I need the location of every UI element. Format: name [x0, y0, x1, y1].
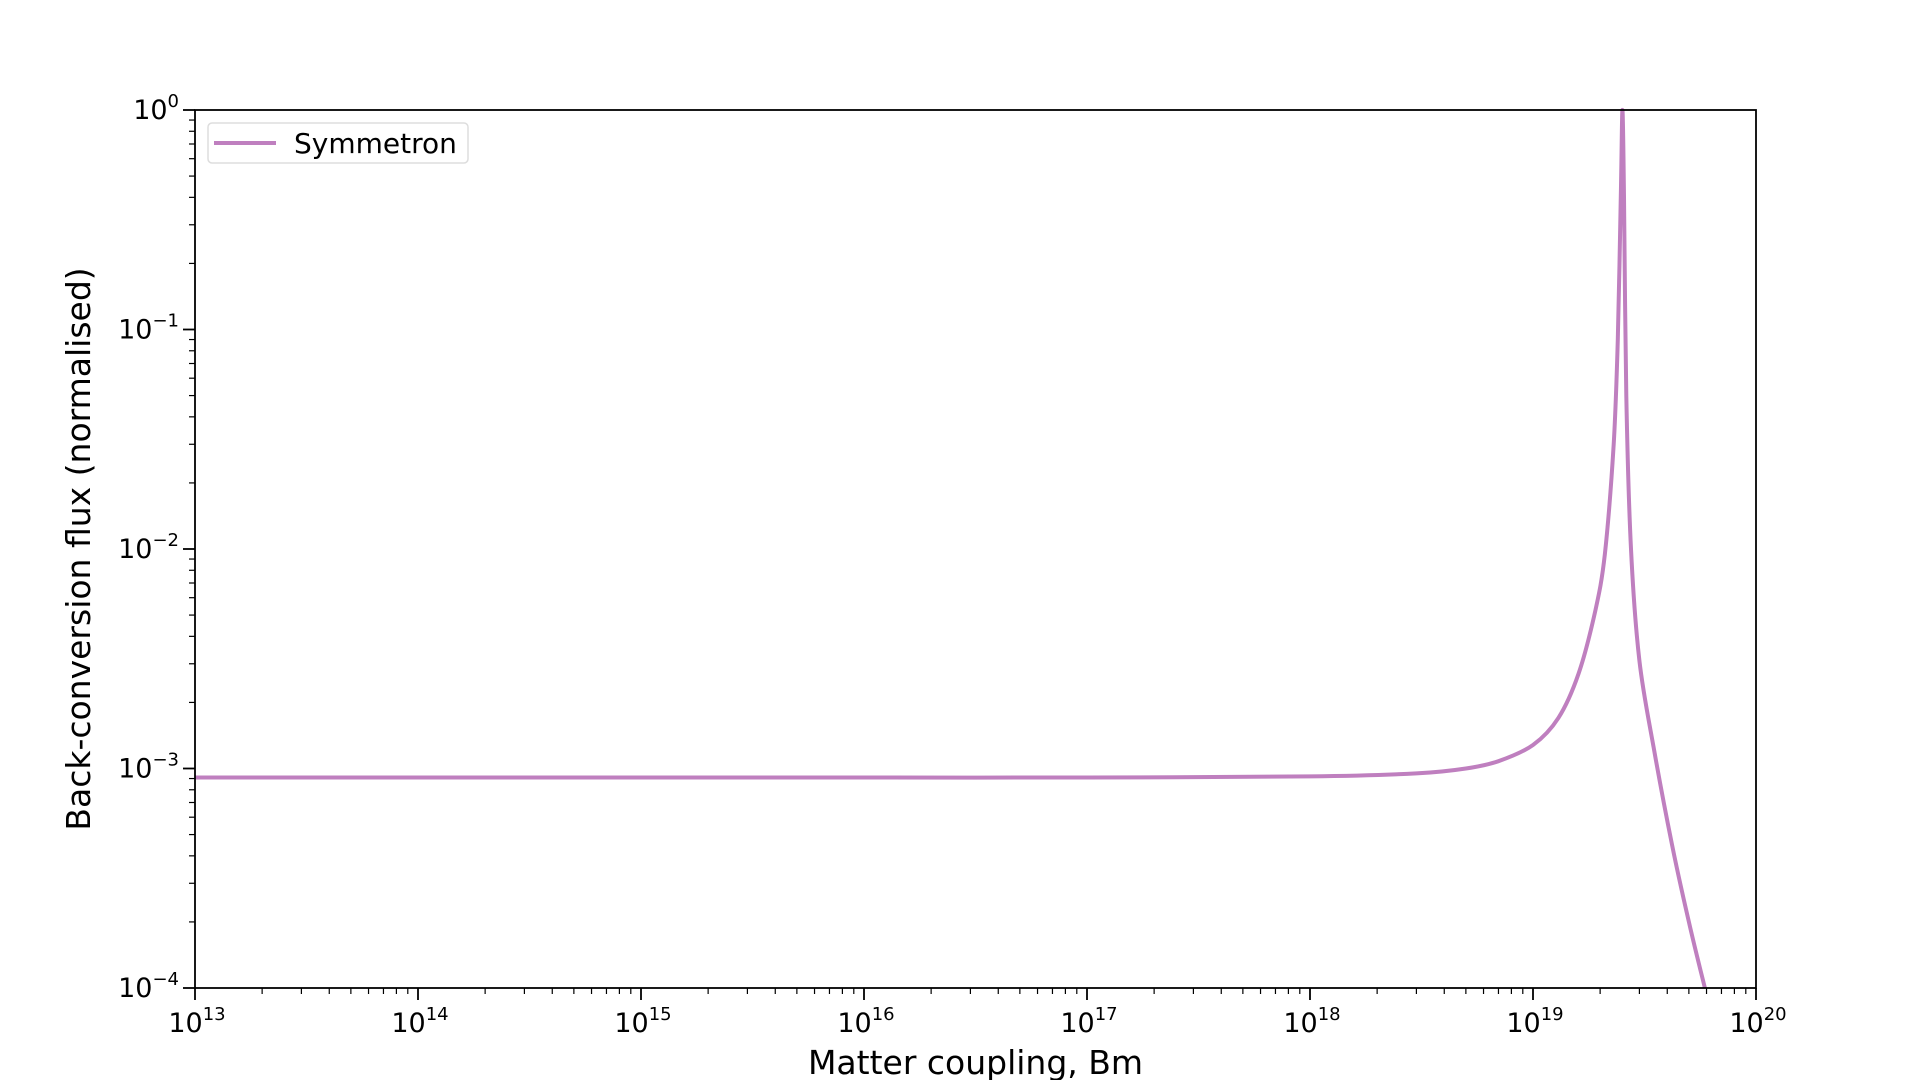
x-tick-label: 1015	[614, 1004, 671, 1039]
y-tick-labels: 10−4 10−3 10−2 10−1 100	[118, 91, 179, 1004]
y-axis-label: Back-conversion flux (normalised)	[59, 267, 98, 830]
minor-ticks	[189, 119, 1747, 994]
x-axis-label: Matter coupling, Bm	[808, 1043, 1143, 1080]
x-tick-label: 1016	[837, 1004, 894, 1039]
y-tick-label: 10−1	[118, 311, 179, 346]
x-tick-label: 1014	[391, 1004, 448, 1039]
legend: Symmetron	[207, 122, 469, 164]
x-tick-label: 1018	[1283, 1004, 1340, 1039]
y-tick-label: 10−4	[118, 969, 179, 1004]
x-tick-label: 1019	[1506, 1004, 1563, 1039]
plot-frame	[194, 109, 1757, 989]
y-tick-label: 10−2	[118, 530, 179, 565]
x-tick-label: 1020	[1729, 1004, 1786, 1039]
x-tick-label: 1017	[1060, 1004, 1117, 1039]
major-ticks	[183, 109, 1757, 1000]
y-tick-label: 100	[133, 91, 179, 126]
series-line	[195, 107, 1707, 989]
series-lines	[195, 107, 1707, 989]
legend-box	[207, 122, 469, 164]
legend-entry: Symmetron	[294, 127, 457, 160]
x-tick-label: 1013	[168, 1004, 225, 1039]
x-tick-labels: 1013 1014 1015 1016 1017 1018 1019 1020	[168, 1004, 1786, 1039]
y-tick-label: 10−3	[118, 750, 179, 785]
